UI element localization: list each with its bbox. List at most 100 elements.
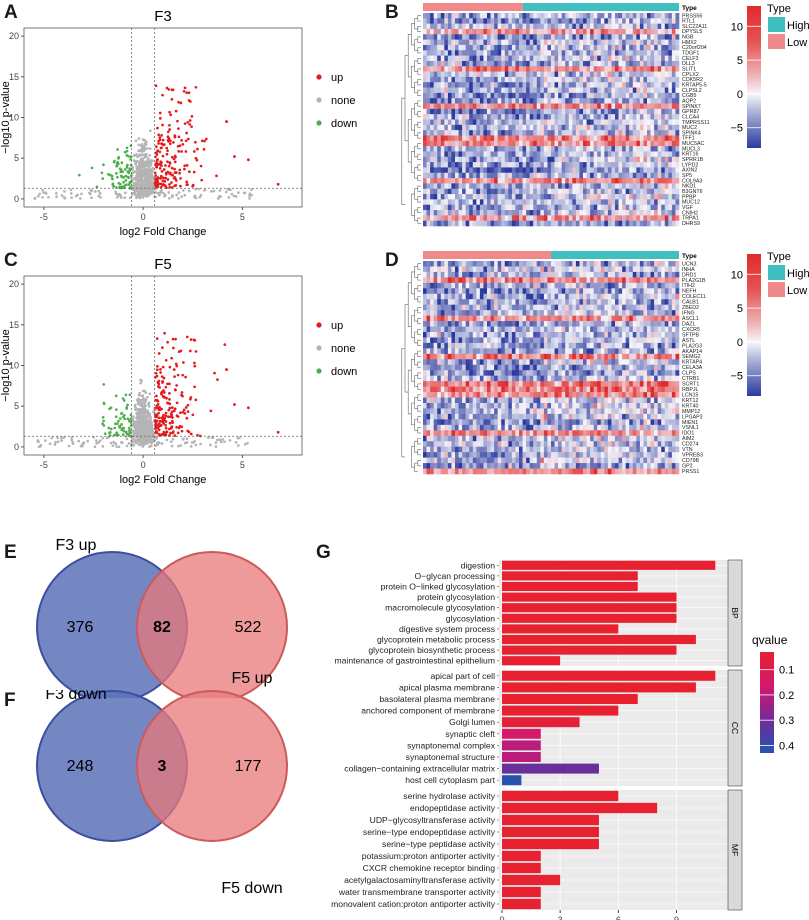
heat-cell xyxy=(575,178,580,184)
heat-cell xyxy=(575,76,580,83)
heat-cell xyxy=(593,119,598,126)
heat-cell xyxy=(533,183,538,190)
heat-cell xyxy=(476,50,481,56)
heat-cell xyxy=(654,183,658,190)
heat-cells xyxy=(423,13,680,227)
heat-cell xyxy=(675,23,680,30)
heat-cell xyxy=(593,114,598,120)
heat-cell xyxy=(547,60,552,67)
heat-cell xyxy=(675,119,680,126)
heat-cell xyxy=(551,151,555,158)
heat-cell xyxy=(497,60,502,67)
data-point xyxy=(120,441,124,445)
data-point xyxy=(194,140,197,144)
heat-cell xyxy=(547,18,552,24)
data-point xyxy=(172,368,176,371)
data-point xyxy=(157,142,160,145)
heat-cell xyxy=(444,215,449,221)
heat-cell xyxy=(519,103,523,110)
heat-cell xyxy=(447,108,452,115)
heat-cell xyxy=(494,119,498,126)
heat-cell xyxy=(565,151,570,158)
heat-cell xyxy=(455,66,459,72)
heat-cell xyxy=(543,135,548,142)
heat-cell xyxy=(607,87,612,94)
heat-cell xyxy=(657,261,662,267)
heat-cell xyxy=(501,183,506,190)
data-point xyxy=(98,192,102,195)
heat-cell xyxy=(472,66,477,72)
heat-cell xyxy=(671,188,676,195)
heat-cell xyxy=(547,103,552,110)
heat-cell xyxy=(501,220,506,227)
heat-cell xyxy=(494,167,498,174)
data-point xyxy=(113,159,116,163)
heat-cell xyxy=(472,210,477,216)
data-point xyxy=(119,168,123,172)
heat-cell xyxy=(593,28,598,35)
heat-cell xyxy=(440,60,445,67)
heat-cell xyxy=(465,55,470,62)
data-point xyxy=(144,191,147,195)
heat-cell xyxy=(664,151,669,158)
heat-cell xyxy=(469,130,474,136)
heat-cell xyxy=(657,44,662,51)
data-point xyxy=(144,398,148,402)
heat-cell xyxy=(469,199,474,205)
heat-cell xyxy=(444,103,449,110)
heat-cell xyxy=(629,215,634,221)
data-point xyxy=(132,154,136,157)
heat-cell xyxy=(451,167,456,174)
heat-cell xyxy=(476,18,481,24)
heat-cell xyxy=(526,76,530,83)
data-point xyxy=(176,144,180,148)
heat-cell xyxy=(451,266,456,273)
heat-cell xyxy=(650,172,655,179)
heat-cell xyxy=(501,18,506,24)
heat-cell xyxy=(671,151,676,158)
heat-cell xyxy=(522,18,527,24)
row-label: AXIN2 xyxy=(682,168,697,174)
heat-cell xyxy=(607,266,612,273)
heat-cell xyxy=(540,130,545,136)
heat-cell xyxy=(558,92,562,99)
legend-dot-up xyxy=(316,322,322,328)
heat-cell xyxy=(519,119,523,126)
heat-cells xyxy=(423,261,680,475)
heat-cell xyxy=(476,87,481,94)
heat-cell xyxy=(540,23,545,30)
heat-cell xyxy=(430,34,434,40)
data-point xyxy=(218,438,222,442)
heat-cell xyxy=(501,130,506,136)
heat-cell xyxy=(497,103,502,110)
heat-cell xyxy=(643,151,648,158)
heat-cell xyxy=(508,162,513,168)
heat-cell xyxy=(447,204,452,211)
heat-cell xyxy=(625,167,630,174)
heat-cell xyxy=(536,162,541,168)
heat-cell xyxy=(511,199,516,205)
heat-cell xyxy=(472,92,477,99)
heat-cell xyxy=(455,34,459,40)
data-point xyxy=(116,175,119,179)
heat-cell xyxy=(629,82,634,88)
data-point xyxy=(149,177,152,181)
heat-cell xyxy=(437,28,442,35)
dendrogram-branch xyxy=(417,143,421,150)
data-point xyxy=(156,406,159,410)
heat-cell xyxy=(558,60,562,67)
data-point xyxy=(159,368,162,371)
heat-cell xyxy=(611,135,616,142)
heat-cell xyxy=(554,98,559,104)
heat-cell xyxy=(615,130,619,136)
data-point xyxy=(171,406,174,409)
heat-cell xyxy=(447,28,452,35)
heat-cell xyxy=(469,194,474,200)
heat-cell xyxy=(650,140,655,147)
heat-cell xyxy=(572,124,577,131)
heat-cell xyxy=(540,39,545,46)
heat-cell xyxy=(536,178,541,184)
heat-cell xyxy=(590,39,594,46)
heat-cell xyxy=(618,76,623,83)
data-point xyxy=(200,178,204,182)
